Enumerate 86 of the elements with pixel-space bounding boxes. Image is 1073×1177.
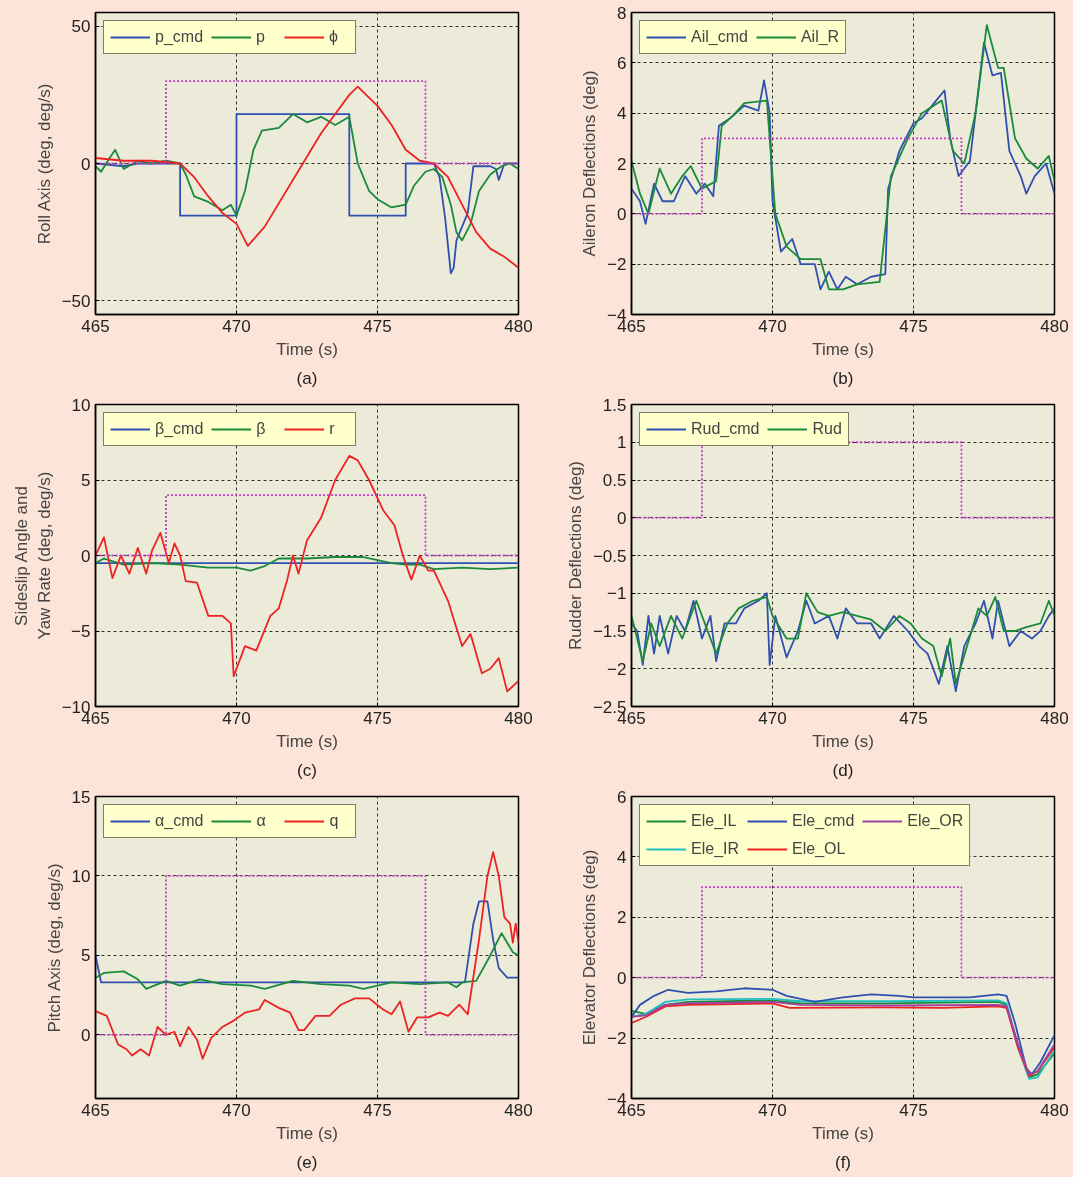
- text: (e): [296, 1152, 318, 1172]
- x-axis-title: Time (s): [812, 731, 874, 751]
- y-tick-label: 2: [617, 154, 627, 174]
- legend-label: q: [329, 812, 340, 830]
- y-tick-label: −2: [607, 255, 627, 275]
- legend-label: Ele_cmd: [792, 812, 855, 830]
- y-tick-label: 1: [617, 433, 627, 453]
- legend-label: Ail_R: [800, 28, 840, 46]
- legend-label: β_cmd: [155, 420, 204, 438]
- y-tick-label: −0.5: [592, 546, 627, 566]
- x-tick-label: 475: [899, 1100, 928, 1120]
- x-axis-title: Time (s): [812, 1123, 874, 1143]
- text: (a): [296, 368, 318, 388]
- x-tick-label: 470: [758, 708, 787, 728]
- y-tick-label: 10: [71, 395, 91, 415]
- legend-label: α_cmd: [155, 812, 204, 830]
- y-tick-label: 8: [617, 3, 627, 23]
- text: (f): [834, 1152, 852, 1172]
- y-tick-label: 5: [81, 471, 91, 490]
- legend-label: r: [329, 420, 336, 438]
- x-tick-label: 465: [81, 1100, 110, 1120]
- legend-label: p: [256, 28, 266, 46]
- y-tick-label: −2: [607, 1029, 627, 1049]
- y-tick-label: 0: [81, 154, 91, 174]
- legend-label: ϕ: [329, 28, 339, 46]
- y-tick-label: 2: [617, 908, 627, 928]
- y-tick-label: 4: [617, 104, 627, 124]
- legend-label: Ele_OR: [907, 812, 964, 830]
- x-axis-title: Time (s): [812, 339, 874, 359]
- y-tick-label: 6: [617, 53, 627, 73]
- y-axis-title: Elevator Deflections (deg): [580, 849, 600, 1046]
- y-tick-label: 50: [71, 17, 91, 37]
- y-tick-label: 0.5: [602, 471, 627, 490]
- y-tick-label: 0: [617, 508, 627, 528]
- y-tick-label: −50: [61, 291, 91, 311]
- x-tick-label: 470: [758, 316, 787, 336]
- text: (c): [297, 760, 317, 780]
- y-tick-label: 0: [81, 546, 91, 566]
- y-tick-label: 0: [617, 204, 627, 224]
- y-tick-label: 15: [71, 787, 91, 807]
- y-tick-label: −1: [607, 584, 627, 604]
- y-axis-title: Pitch Axis (deg, deg/s): [44, 863, 64, 1033]
- x-tick-label: 470: [222, 1100, 251, 1120]
- legend-label: β: [256, 420, 267, 438]
- x-axis-title: Time (s): [276, 731, 338, 751]
- x-tick-label: 470: [222, 708, 251, 728]
- x-tick-label: 475: [899, 708, 928, 728]
- y-axis-title: Aileron Deflections (deg): [580, 70, 600, 257]
- x-tick-label: 475: [363, 1100, 392, 1120]
- legend-label: Rud: [812, 420, 842, 438]
- legend-label: Ele_IR: [691, 840, 740, 858]
- x-tick-label: 475: [899, 316, 928, 336]
- y-tick-label: 5: [81, 946, 91, 966]
- x-tick-label: 470: [222, 316, 251, 336]
- y-tick-label: −2: [607, 659, 627, 679]
- x-tick-label: 465: [81, 316, 110, 336]
- legend-label: Ail_cmd: [691, 28, 748, 46]
- y-axis-title: Sideslip Angle and Yaw Rate (deg, deg/s): [11, 471, 54, 640]
- legend-label: α: [256, 812, 267, 830]
- y-tick-label: −5: [71, 622, 91, 641]
- x-axis-title: Time (s): [276, 1123, 338, 1143]
- y-tick-label: 0: [617, 968, 627, 988]
- x-tick-label: 480: [504, 1100, 533, 1120]
- y-tick-label: 4: [617, 847, 627, 867]
- x-tick-label: 480: [504, 708, 533, 728]
- x-tick-label: 475: [363, 708, 392, 728]
- x-tick-label: 480: [1040, 316, 1069, 336]
- x-tick-label: 470: [758, 1100, 787, 1120]
- y-axis-title: Rudder Deflections (deg): [565, 461, 585, 650]
- legend-label: Rud_cmd: [691, 420, 760, 438]
- text: (d): [832, 760, 854, 780]
- legend-label: Ele_IL: [691, 812, 737, 830]
- x-axis-title: Time (s): [276, 339, 338, 359]
- x-tick-label: 475: [363, 316, 392, 336]
- y-tick-label: 6: [617, 787, 627, 807]
- y-tick-label: 10: [71, 866, 91, 886]
- y-axis-title: Roll Axis (deg, deg/s): [34, 83, 54, 245]
- y-tick-label: −1.5: [592, 622, 627, 641]
- x-tick-label: 480: [1040, 1100, 1069, 1120]
- y-tick-label: 1.5: [602, 395, 627, 415]
- x-tick-label: 480: [504, 316, 533, 336]
- legend-label: Ele_OL: [792, 840, 846, 858]
- x-tick-label: 480: [1040, 708, 1069, 728]
- text: (b): [832, 368, 854, 388]
- legend-label: p_cmd: [155, 28, 204, 46]
- y-tick-label: 0: [81, 1025, 91, 1045]
